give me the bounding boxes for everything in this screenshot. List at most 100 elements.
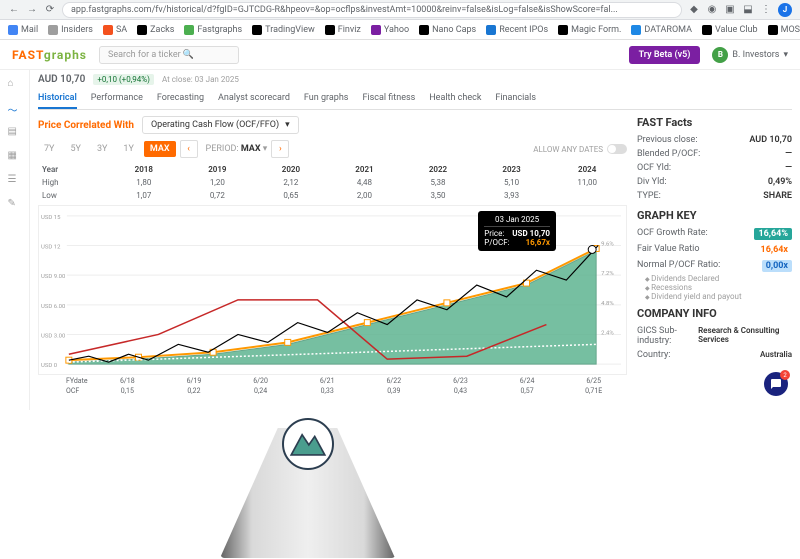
x-axis-ocf: OCF0,150,220,240,330,390,430,570,71E	[38, 385, 627, 395]
bookmark-item[interactable]: Magic Form.	[558, 25, 621, 35]
company-title: COMPANY INFO	[637, 307, 792, 320]
svg-text:USD 0: USD 0	[41, 362, 57, 369]
bookmark-item[interactable]: Zacks	[137, 25, 174, 35]
svg-text:USD 6.00: USD 6.00	[41, 303, 65, 310]
tab-fiscal-fitness[interactable]: Fiscal fitness	[362, 89, 415, 109]
home-icon[interactable]: ⌂	[8, 78, 22, 92]
fact-row: TYPE:SHARE	[637, 189, 792, 203]
company-row: GICS Sub-industry:Research & Consulting …	[637, 324, 792, 348]
tab-financials[interactable]: Financials	[495, 89, 536, 109]
tooltip-date: 03 Jan 2025	[484, 215, 550, 227]
app-header: FASTgraphs Search for a ticker 🔍 Try Bet…	[0, 40, 800, 70]
calendar-icon[interactable]: ▦	[8, 150, 22, 164]
bookmark-item[interactable]: Insiders	[48, 25, 93, 35]
x-axis-fy: FYdate6/186/196/206/216/226/236/246/25	[38, 375, 627, 385]
graphkey-row: Fair Value Ratio16,64x	[637, 242, 792, 258]
bookmark-item[interactable]: Yahoo	[371, 25, 409, 35]
sidebar: ⌂ 〜 ▤ ▦ ☰ ✎	[0, 70, 30, 410]
filter-icon[interactable]: ☰	[8, 174, 22, 188]
period-5y[interactable]: 5Y	[64, 141, 86, 157]
try-beta-button[interactable]: Try Beta (v5)	[629, 46, 701, 64]
tool-icon[interactable]: ✎	[8, 198, 22, 212]
bookmark-item[interactable]: MOS	[768, 25, 800, 35]
tab-fun-graphs[interactable]: Fun graphs	[304, 89, 349, 109]
period-3y[interactable]: 3Y	[91, 141, 113, 157]
fact-row: OCF Yld:—	[637, 161, 792, 175]
period-next[interactable]: ›	[271, 140, 289, 158]
tab-historical[interactable]: Historical	[38, 89, 77, 109]
logo[interactable]: FASTgraphs	[12, 48, 87, 62]
correlation-select[interactable]: Operating Cash Flow (OCF/FFO)▾	[142, 116, 299, 134]
right-panel: FAST Facts Previous close:AUD 10,70Blend…	[637, 116, 792, 395]
profile-avatar[interactable]: J	[778, 3, 792, 17]
url-bar[interactable]: app.fastgraphs.com/fv/historical/d?fgID=…	[62, 2, 682, 18]
extension-icon[interactable]: ◆	[688, 4, 700, 16]
svg-text:USD 3.00: USD 3.00	[41, 332, 65, 339]
bookmark-item[interactable]: DATAROMA	[631, 25, 692, 35]
bookmark-item[interactable]: Value Club	[702, 25, 758, 35]
tabs: Historical Performance Forecasting Analyst …	[38, 89, 792, 110]
correlation-label: Price Correlated With	[38, 120, 134, 131]
period-7y[interactable]: 7Y	[38, 141, 60, 157]
user-menu[interactable]: B B. Investors ▾	[712, 47, 788, 63]
forward-icon[interactable]: →	[26, 4, 38, 16]
mountain-logo-icon	[282, 418, 334, 470]
bookmarks-bar: Mail Insiders SA Zacks Fastgraphs TradingView…	[0, 20, 800, 40]
price-label: AUD 10,70	[38, 74, 85, 85]
extension-icon[interactable]: ▣	[724, 4, 736, 16]
period-prev[interactable]: ‹	[180, 140, 198, 158]
browser-chrome: ← → ⟳ app.fastgraphs.com/fv/historical/d…	[0, 0, 800, 20]
portfolio-icon[interactable]: ▤	[8, 126, 22, 140]
logo-graphs: graphs	[44, 48, 87, 62]
monitor-stand	[210, 418, 405, 558]
bookmark-item[interactable]: SA	[103, 25, 127, 35]
period-1y[interactable]: 1Y	[117, 141, 139, 157]
chart-tooltip: 03 Jan 2025 Price:USD 10,70P/OCF:16,67x	[478, 211, 556, 251]
bookmark-item[interactable]: Recent IPOs	[486, 25, 548, 35]
price-row: AUD 10,70 +0,10 (+0,94%) At close: 03 Ja…	[38, 74, 792, 85]
back-icon[interactable]: ←	[8, 4, 20, 16]
bookmark-item[interactable]: Finviz	[325, 25, 361, 35]
bookmark-item[interactable]: Mail	[8, 25, 38, 35]
extension-icon[interactable]: ◉	[706, 4, 718, 16]
svg-text:2.4%: 2.4%	[601, 329, 614, 336]
period-row: 7Y5Y 3Y1Y MAX‹ PERIOD: MAX ▾ › ALLOW ANY D…	[38, 140, 627, 158]
search-input[interactable]: Search for a ticker 🔍	[99, 46, 239, 64]
user-avatar: B	[712, 47, 728, 63]
svg-text:9.6%: 9.6%	[601, 241, 614, 248]
content: AUD 10,70 +0,10 (+0,94%) At close: 03 Ja…	[30, 70, 800, 410]
tab-health-check[interactable]: Health check	[429, 89, 481, 109]
price-change: +0,10 (+0,94%)	[93, 74, 154, 85]
main: ⌂ 〜 ▤ ▦ ☰ ✎ AUD 10,70 +0,10 (+0,94%) At …	[0, 70, 800, 410]
fact-row: Div Yld:0,49%	[637, 175, 792, 189]
graphkey-title: GRAPH KEY	[637, 209, 792, 222]
period-label: PERIOD: MAX ▾	[206, 144, 268, 154]
chevron-down-icon: ▾	[783, 50, 788, 60]
period-max[interactable]: MAX	[144, 141, 176, 157]
year-table: Year2018201920202021202220232024High1,80…	[38, 162, 627, 203]
fact-row: Blended P/OCF:—	[637, 147, 792, 161]
bookmark-item[interactable]: TradingView	[252, 25, 315, 35]
chat-button[interactable]: 2	[764, 372, 788, 396]
svg-text:4.8%: 4.8%	[601, 300, 614, 307]
tab-forecasting[interactable]: Forecasting	[157, 89, 204, 109]
extension-icon[interactable]: ⬓	[742, 4, 754, 16]
logo-fast: FAST	[12, 48, 44, 62]
svg-text:USD 12: USD 12	[41, 244, 61, 251]
legend-item: Dividend yield and payout	[645, 292, 792, 301]
svg-text:USD 9.00: USD 9.00	[41, 273, 65, 280]
graphkey-row: Normal P/OCF Ratio:0,00x	[637, 258, 792, 274]
graphkey-row: OCF Growth Rate:16,64%	[637, 226, 792, 242]
bookmark-item[interactable]: Nano Caps	[419, 25, 476, 35]
legend-item: Recessions	[645, 283, 792, 292]
tab-performance[interactable]: Performance	[91, 89, 143, 109]
reload-icon[interactable]: ⟳	[44, 4, 56, 16]
menu-icon[interactable]: ⋮	[760, 4, 772, 16]
svg-text:USD 15: USD 15	[41, 214, 61, 221]
tab-analyst-scorecard[interactable]: Analyst scorecard	[218, 89, 290, 109]
svg-text:7.2%: 7.2%	[601, 270, 614, 277]
bookmark-item[interactable]: Fastgraphs	[184, 25, 242, 35]
price-chart[interactable]: USD 15 USD 12 USD 9.00 USD 6.00 USD 3.00 USD …	[38, 205, 627, 375]
allow-dates-toggle[interactable]: ALLOW ANY DATES	[533, 144, 627, 154]
chart-icon[interactable]: 〜	[8, 102, 22, 116]
